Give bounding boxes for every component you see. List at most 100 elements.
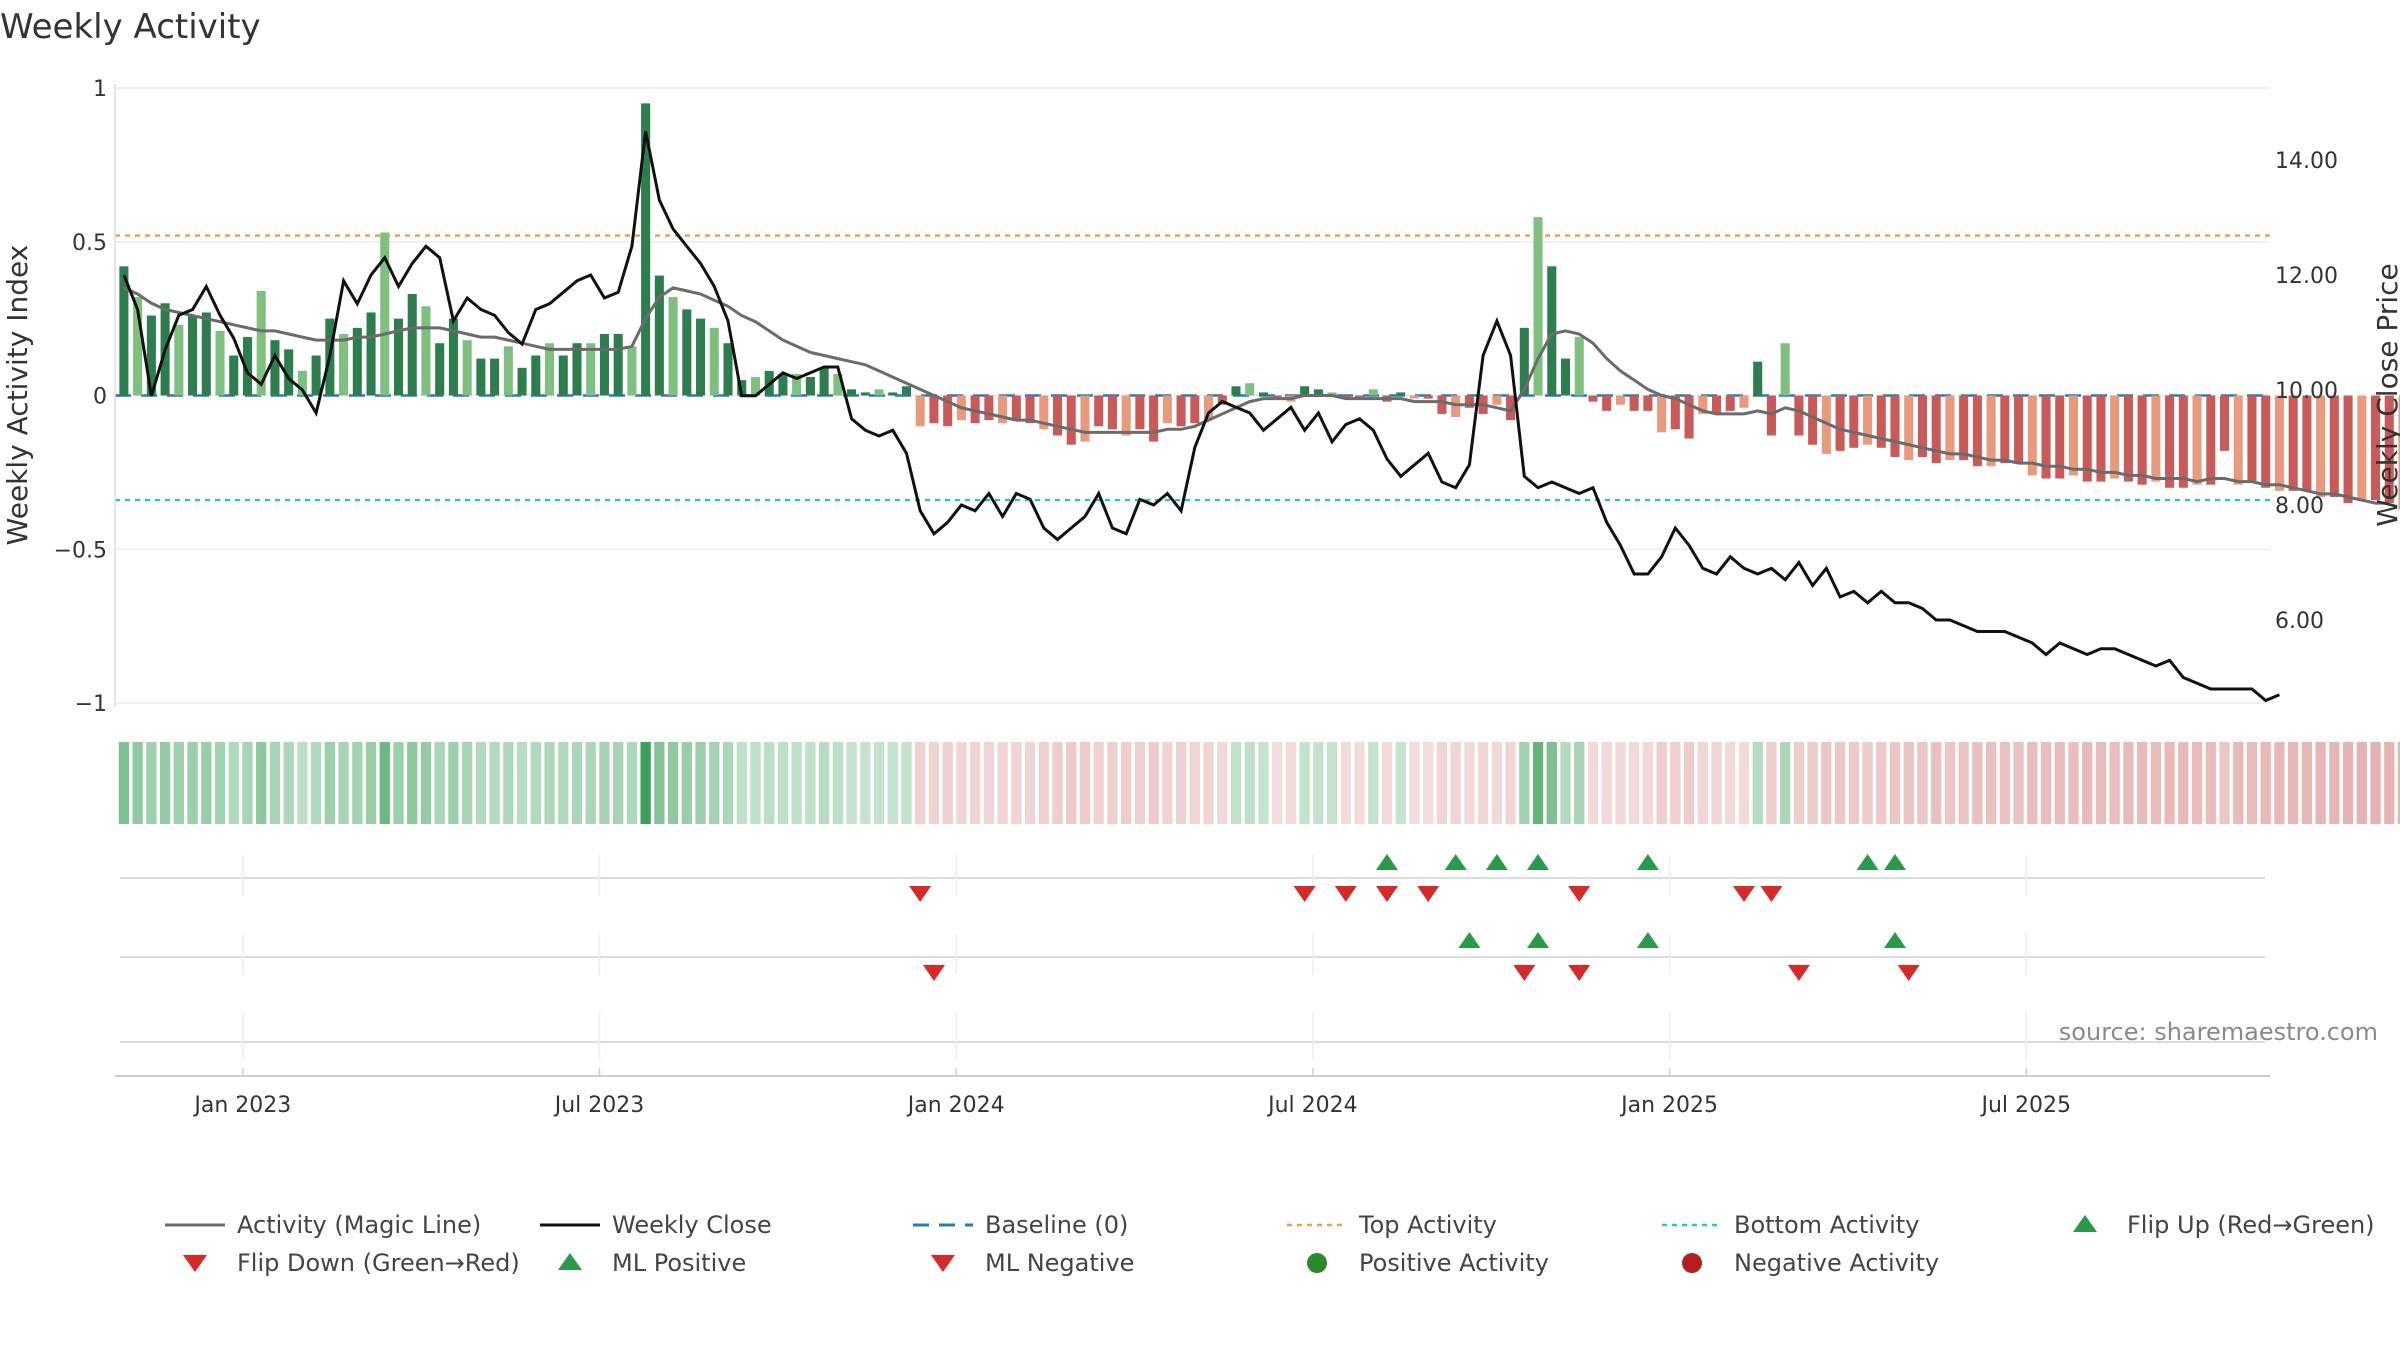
signal-up-marker: [1458, 932, 1481, 948]
activity-bar: [750, 377, 761, 396]
heat-strip-cell: [2040, 742, 2052, 824]
activity-bar: [2178, 395, 2188, 488]
heat-strip-cell: [2136, 742, 2148, 824]
activity-bar: [1615, 395, 1625, 405]
heat-strip-cell: [626, 742, 638, 824]
activity-bar: [1176, 395, 1186, 427]
heat-strip-cell: [1436, 742, 1448, 824]
heat-strip-cell: [159, 742, 171, 824]
activity-bar: [1341, 395, 1351, 399]
activity-bar: [1066, 395, 1076, 445]
heat-strip-cell: [1985, 742, 1997, 824]
activity-bar: [1327, 392, 1337, 396]
signal-up-marker: [1527, 932, 1549, 948]
activity-bar: [558, 355, 568, 396]
legend-swatch-down-triangle: [931, 1255, 955, 1272]
heat-strip-cell: [1752, 742, 1763, 824]
heat-strip-cell: [1285, 742, 1297, 824]
activity-bar: [1423, 395, 1433, 399]
activity-bar: [696, 318, 706, 396]
activity-bar: [1835, 395, 1845, 451]
heat-strip-cell: [736, 742, 747, 824]
heat-strip-cell: [1917, 742, 1928, 824]
x-axis-ticks: Jan 2023 Jul 2023 Jan 2024 Jul 2024 Jan 2025…: [115, 1068, 2270, 1118]
heat-strip-cell: [2288, 742, 2299, 824]
heat-strip-cell: [1313, 742, 1324, 824]
signal-down-marker: [1334, 886, 1357, 902]
signal-up-marker: [1376, 854, 1398, 870]
heat-strip-cell: [585, 742, 596, 824]
heat-strip-cell: [1423, 742, 1434, 824]
heat-strip-cell: [805, 742, 816, 824]
x-tick-label: Jan 2024: [906, 1093, 1005, 1118]
signal-up-marker: [1884, 854, 1906, 870]
signal-down-marker: [1417, 886, 1440, 902]
heat-strip-cell: [832, 742, 843, 824]
heat-strip-cell: [1340, 742, 1351, 824]
heat-strip-cell: [1258, 742, 1269, 824]
activity-bar: [544, 343, 555, 396]
heat-strip-cell: [791, 742, 802, 824]
weekly-close-series: [122, 131, 2280, 703]
heat-strip-cell: [379, 742, 390, 824]
activity-bar: [2274, 395, 2284, 491]
activity-bar: [654, 275, 664, 396]
heat-strip-cell: [2191, 742, 2203, 824]
activity-bar: [599, 334, 609, 396]
activity-bar: [1437, 395, 1447, 414]
activity-bar: [1052, 395, 1063, 436]
activity-bar: [146, 315, 156, 396]
activity-bar: [682, 309, 692, 396]
x-tick-label: Jan 2023: [192, 1093, 291, 1118]
heat-strip-cell: [1876, 742, 1887, 824]
heat-strip-cell: [2370, 742, 2381, 824]
heat-strip-cell: [530, 742, 541, 824]
heat-strip-cell: [997, 742, 1008, 824]
heat-strip-cell: [544, 742, 555, 824]
activity-bar: [297, 370, 307, 396]
heat-strip-cell: [475, 742, 487, 824]
activity-bar: [572, 343, 582, 396]
heat-strip-cell: [599, 742, 610, 824]
legend-label: Weekly Close: [612, 1211, 772, 1239]
activity-bar: [1162, 395, 1172, 424]
heat-strip-cell: [901, 742, 912, 824]
legend-item: ML Negative: [931, 1249, 1134, 1277]
activity-bar: [2247, 395, 2257, 482]
activity-heat-strip: [118, 742, 2400, 824]
activity-bar: [2110, 395, 2120, 479]
heat-strip-cell: [1903, 742, 1914, 824]
legend-item: Bottom Activity: [1662, 1211, 1919, 1239]
heat-strip-cell: [1162, 742, 1173, 824]
legend-label: Activity (Magic Line): [237, 1211, 481, 1239]
activity-bar: [2316, 395, 2326, 497]
activity-bar: [1739, 395, 1749, 408]
heat-strip-cell: [256, 742, 267, 824]
heat-strip-cell: [777, 742, 789, 824]
y-left-tick-label: −1: [75, 692, 107, 717]
legend-label: Flip Down (Green→Red): [237, 1249, 520, 1277]
activity-bar: [2219, 395, 2230, 451]
heat-strip-cell: [201, 742, 212, 824]
signal-down-marker: [1293, 886, 1316, 902]
signal-down-marker: [923, 965, 945, 981]
heat-strip-cell: [2178, 742, 2189, 824]
heat-strip-cell: [667, 742, 679, 824]
heat-strip-cell: [1011, 742, 1022, 824]
heat-strip-cell: [173, 742, 184, 824]
activity-bar: [792, 373, 802, 396]
heat-strip-cell: [118, 742, 130, 824]
heat-strip-cell: [242, 742, 253, 824]
heat-strip-cell: [1615, 742, 1626, 824]
heat-strip-cell: [1807, 742, 1818, 824]
signal-down-marker: [1568, 965, 1591, 981]
heat-strip-cell: [1244, 742, 1255, 824]
activity-bar: [1464, 395, 1474, 408]
activity-bar: [517, 367, 527, 396]
activity-bar: [1629, 395, 1639, 411]
activity-bar: [709, 327, 719, 396]
heat-strip-cell: [1793, 742, 1805, 824]
heat-strip-cell: [2068, 742, 2079, 824]
heat-strip-cell: [297, 742, 308, 824]
signal-up-marker: [1884, 932, 1906, 948]
